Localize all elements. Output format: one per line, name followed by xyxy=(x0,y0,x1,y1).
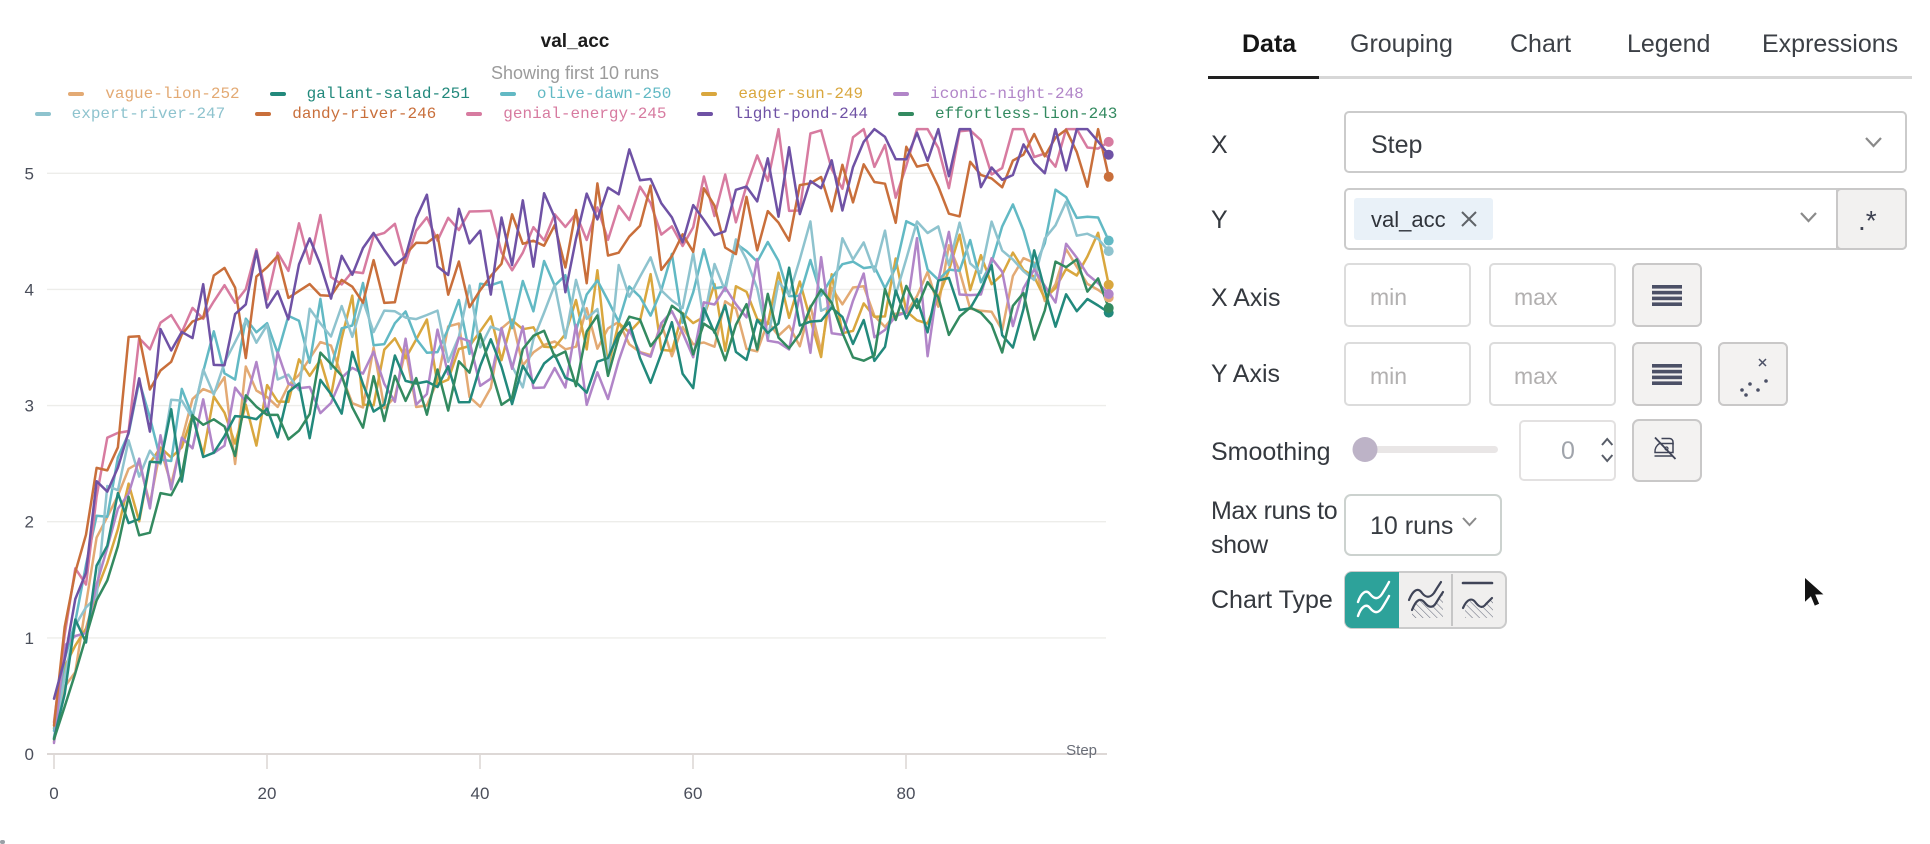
svg-text:20: 20 xyxy=(258,784,277,803)
svg-text:.*: .* xyxy=(1858,205,1877,236)
svg-text:3: 3 xyxy=(25,397,34,416)
svg-text:40: 40 xyxy=(471,784,490,803)
svg-text:Step: Step xyxy=(1066,742,1097,759)
svg-text:60: 60 xyxy=(684,784,703,803)
svg-text:2: 2 xyxy=(25,513,34,532)
svg-text:1: 1 xyxy=(25,629,34,648)
svg-text:0: 0 xyxy=(25,745,34,764)
svg-text:5: 5 xyxy=(25,164,34,183)
svg-text:val_acc: val_acc xyxy=(1371,207,1446,232)
svg-text:80: 80 xyxy=(897,784,916,803)
svg-text:4: 4 xyxy=(25,280,34,299)
svg-text:0: 0 xyxy=(1561,437,1575,465)
svg-text:0: 0 xyxy=(49,784,58,803)
